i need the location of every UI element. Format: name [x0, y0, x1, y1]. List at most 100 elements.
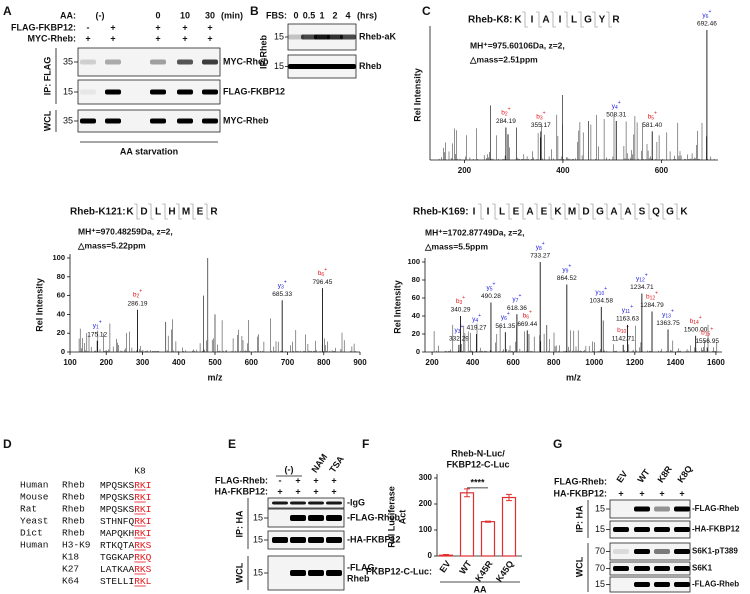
lane-mark: + — [295, 475, 300, 485]
ion-type: b — [646, 293, 650, 300]
ion-label: b14+ — [690, 315, 702, 326]
ion-label: y8+ — [536, 241, 545, 252]
ion-label: b3+ — [536, 111, 545, 122]
protein: H3-K9 — [62, 540, 91, 551]
band — [314, 34, 330, 40]
lane-header: 30 — [205, 10, 215, 20]
mz-label: 1500.00 — [684, 327, 708, 334]
lane-label: K8Q — [675, 464, 694, 485]
mz-label: 332.29 — [449, 336, 469, 343]
mw-marker: 15 — [274, 61, 284, 71]
band — [272, 537, 288, 543]
band — [634, 527, 650, 532]
x-tick-label: 300 — [136, 358, 150, 367]
ion-type: y — [636, 275, 640, 282]
row-label: MYC-Rheb: — [28, 33, 77, 43]
band — [177, 118, 193, 124]
fragment-mark — [176, 203, 182, 220]
ion-label: b6+ — [318, 267, 327, 278]
residue: K — [126, 207, 134, 218]
protein: K18 — [62, 552, 79, 563]
mw-marker: 35 — [63, 115, 73, 125]
unit-label: (min) — [221, 10, 243, 20]
residue: Y — [599, 15, 606, 26]
mz-label: 561.35 — [495, 323, 515, 330]
blot-label: Rheb-aK — [359, 31, 397, 41]
ion-index: 9 — [566, 269, 569, 275]
lane-header: NAM — [309, 452, 329, 475]
fragment-mark — [190, 203, 196, 220]
band — [613, 566, 629, 571]
fragment-mark — [674, 203, 680, 220]
treatment-label: AA: — [60, 10, 76, 20]
ion-charge: + — [542, 241, 545, 247]
ion-type: b — [701, 329, 705, 336]
residue: I — [531, 15, 534, 26]
ion-charge: + — [139, 289, 142, 295]
row-label: HA-FKBP12: — [214, 486, 268, 496]
mz-label: 1363.75 — [656, 320, 680, 327]
ion-charge: + — [710, 327, 713, 333]
x-tick-label: K45Q — [494, 559, 516, 584]
sequence: STELLIRKL — [100, 576, 152, 587]
ion-charge: + — [699, 315, 702, 321]
band — [340, 64, 356, 69]
x-tick-label: 1200 — [626, 358, 644, 367]
mz-label: 175.12 — [87, 331, 107, 338]
fragment-mark — [534, 203, 540, 220]
site-label: K8 — [134, 466, 146, 477]
ion-type: y — [501, 314, 505, 321]
ion-index: 3 — [540, 116, 543, 122]
x-tick-label: 600 — [245, 358, 259, 367]
mw-marker: 15 — [63, 86, 73, 96]
band — [290, 570, 306, 576]
band — [327, 64, 343, 69]
ion-charge: + — [284, 280, 287, 286]
mz-label: 1163.63 — [616, 316, 639, 323]
ion-type: y — [562, 266, 566, 273]
fragment-mark — [548, 203, 554, 220]
protein: Rheb — [62, 480, 85, 491]
ion-type: b — [501, 109, 505, 116]
mz-label: 685.33 — [272, 291, 292, 298]
y-tick-label: 200 — [419, 499, 433, 508]
fragment-mark — [522, 11, 528, 28]
x-axis-label: m/z — [566, 372, 582, 382]
spectrum-title: Rheb-K169: — [413, 207, 469, 218]
mw-marker: 15 — [253, 512, 263, 522]
mw-marker: 70 — [595, 563, 605, 573]
band — [308, 515, 324, 521]
mz-label: 1556.95 — [695, 338, 719, 345]
condition: AA — [474, 584, 487, 594]
protein: K64 — [62, 576, 79, 587]
ion-type: b — [318, 270, 322, 277]
sequence-prefix: MPQSKS — [100, 492, 135, 503]
sequence-prefix: LATKAA — [100, 564, 135, 575]
blot-label: Rheb — [347, 573, 370, 583]
fragment-mark — [618, 203, 624, 220]
fragment-mark — [204, 203, 210, 220]
band — [314, 64, 330, 69]
sequence: LATKAARKS — [100, 564, 152, 575]
blot-label: -FLAG- — [347, 562, 378, 572]
lane-label: WT — [635, 467, 652, 485]
ion-index: 6 — [321, 272, 324, 278]
ion-charge: + — [324, 267, 327, 273]
motif: RK — [134, 528, 146, 539]
lane-mark: + — [155, 33, 160, 43]
fragment-mark — [606, 11, 612, 28]
ion-index: 3 — [459, 300, 462, 306]
x-tick-label: 600 — [655, 166, 669, 175]
group-label: WCL — [234, 562, 244, 583]
fragment-mark — [660, 203, 666, 220]
ion-type: y — [536, 244, 540, 251]
residue: I — [559, 15, 562, 26]
x-tick-label: 200 — [458, 166, 472, 175]
blot-label: -HA-FKBP12 — [347, 534, 401, 544]
ion-label: y9+ — [562, 264, 571, 275]
blot-label: -FLAG-Rheb — [692, 580, 739, 589]
ion-label: y3+ — [278, 280, 287, 291]
y-axis-label: Rel Luciferase — [386, 486, 396, 548]
lane-mark: + — [313, 486, 318, 496]
lane-mark: + — [277, 486, 282, 496]
